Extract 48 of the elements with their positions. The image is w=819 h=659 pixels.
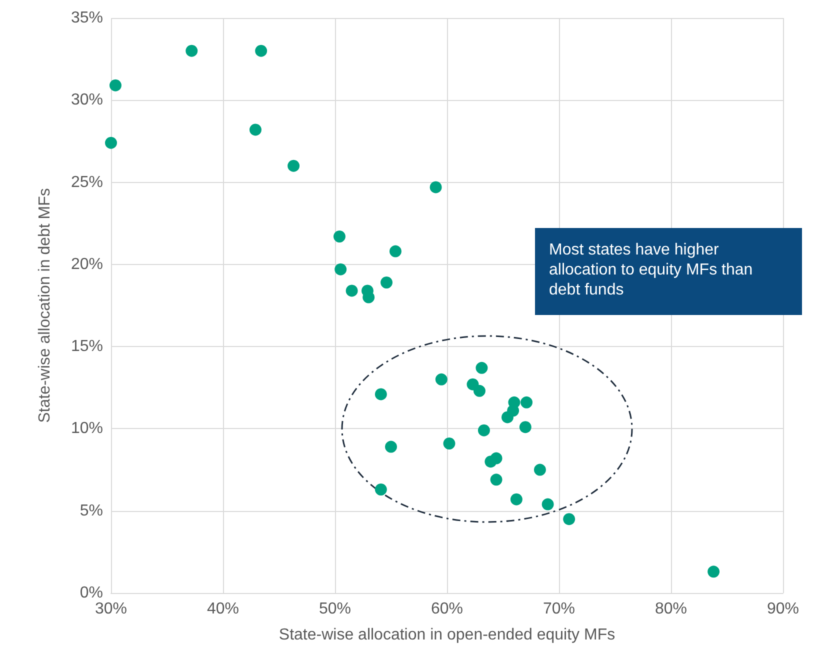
point: [534, 464, 546, 476]
point: [255, 44, 268, 57]
y-tick-label: 20%: [70, 256, 103, 273]
point: [430, 181, 442, 194]
point: [473, 384, 486, 397]
y-tick-label: 25%: [70, 174, 103, 191]
point: [389, 245, 402, 258]
point: [501, 411, 514, 424]
annotation: Most states have higher allocation to equity MFs than debt funds: [549, 242, 758, 298]
point: [374, 484, 387, 496]
point: [476, 362, 488, 374]
point: [346, 284, 358, 297]
point: [520, 396, 533, 408]
x-tick-label: 30%: [94, 600, 128, 618]
point: [519, 421, 532, 434]
point: [490, 474, 502, 486]
x-axis-title: State-wise allocation in open-ended equity MFs: [278, 626, 616, 644]
y-axis-title: State-wise allocation in debt MFs: [36, 188, 54, 423]
y-tick-label: 0%: [80, 584, 103, 602]
x-tick-label: 80%: [654, 600, 688, 618]
x-tick-label: 60%: [430, 600, 464, 618]
x-tick-label: 90%: [766, 600, 800, 618]
point: [542, 498, 554, 510]
point: [333, 230, 346, 242]
y-tick-label: 15%: [70, 338, 103, 356]
x-tick-label: 50%: [318, 600, 352, 618]
point: [374, 388, 387, 400]
point: [385, 440, 397, 453]
y-tick-label: 35%: [70, 10, 103, 26]
point: [443, 438, 456, 450]
point: [478, 424, 490, 436]
point: [186, 44, 198, 57]
point: [563, 513, 576, 526]
point: [249, 124, 262, 136]
y-tick-label: 30%: [70, 92, 103, 109]
point: [109, 79, 122, 92]
point: [484, 456, 497, 468]
point: [105, 136, 117, 149]
point: [435, 373, 448, 386]
point: [288, 160, 300, 172]
y-tick-label: 10%: [70, 420, 103, 438]
point: [380, 276, 393, 288]
x-tick-label: 40%: [206, 600, 240, 618]
y-tick-label: 5%: [80, 502, 103, 520]
point: [334, 263, 347, 276]
point: [510, 493, 522, 506]
x-tick-label: 70%: [542, 600, 576, 618]
point: [708, 566, 720, 578]
